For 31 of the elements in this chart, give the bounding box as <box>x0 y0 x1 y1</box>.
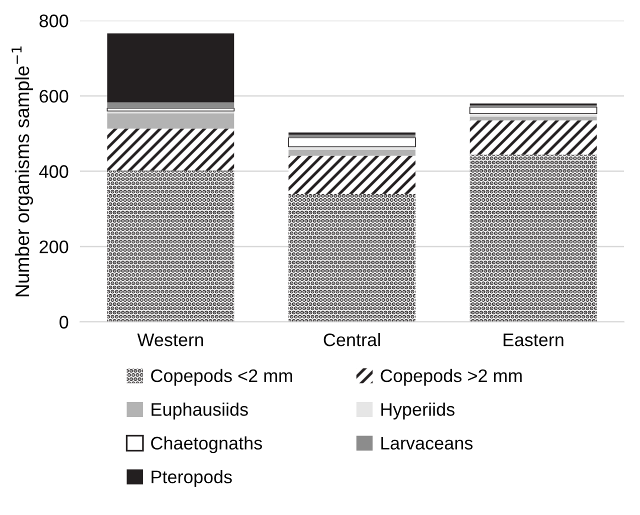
y-axis-title: Number organisms sample$^{−1}$ <box>12 46 34 296</box>
bar <box>107 170 234 322</box>
bar <box>470 116 597 120</box>
legend-label: Copepods <2 mm <box>151 368 292 386</box>
bar <box>288 156 416 194</box>
x-tick-label: Eastern <box>504 334 564 346</box>
y-tick-label: 800 <box>40 14 68 28</box>
legend-label: Euphausiids <box>152 402 248 420</box>
bar <box>107 113 234 129</box>
x-tick-label: Central <box>324 332 380 346</box>
y-tick-label: 0 <box>60 316 68 329</box>
y-tick-label: 200 <box>40 240 68 254</box>
legend-label: Larvaceans <box>381 436 473 450</box>
bar <box>288 146 416 150</box>
y-tick-label: 400 <box>39 165 68 178</box>
bar <box>107 128 234 170</box>
bar <box>288 134 416 138</box>
bar <box>470 120 597 155</box>
x-tick-label: Western <box>137 334 203 346</box>
legend-label: Chaetognaths <box>151 436 262 454</box>
legend-label: Hyperiids <box>381 402 454 420</box>
bar <box>107 33 234 102</box>
bar <box>288 150 416 156</box>
legend-label: Pteropods <box>152 470 232 487</box>
bar <box>469 106 598 114</box>
bar <box>470 154 597 322</box>
legend-label: Copepods >2 mm <box>380 368 522 386</box>
y-tick-label: 600 <box>40 90 68 103</box>
bar <box>107 102 234 108</box>
bar <box>288 194 416 322</box>
bar <box>288 137 416 148</box>
